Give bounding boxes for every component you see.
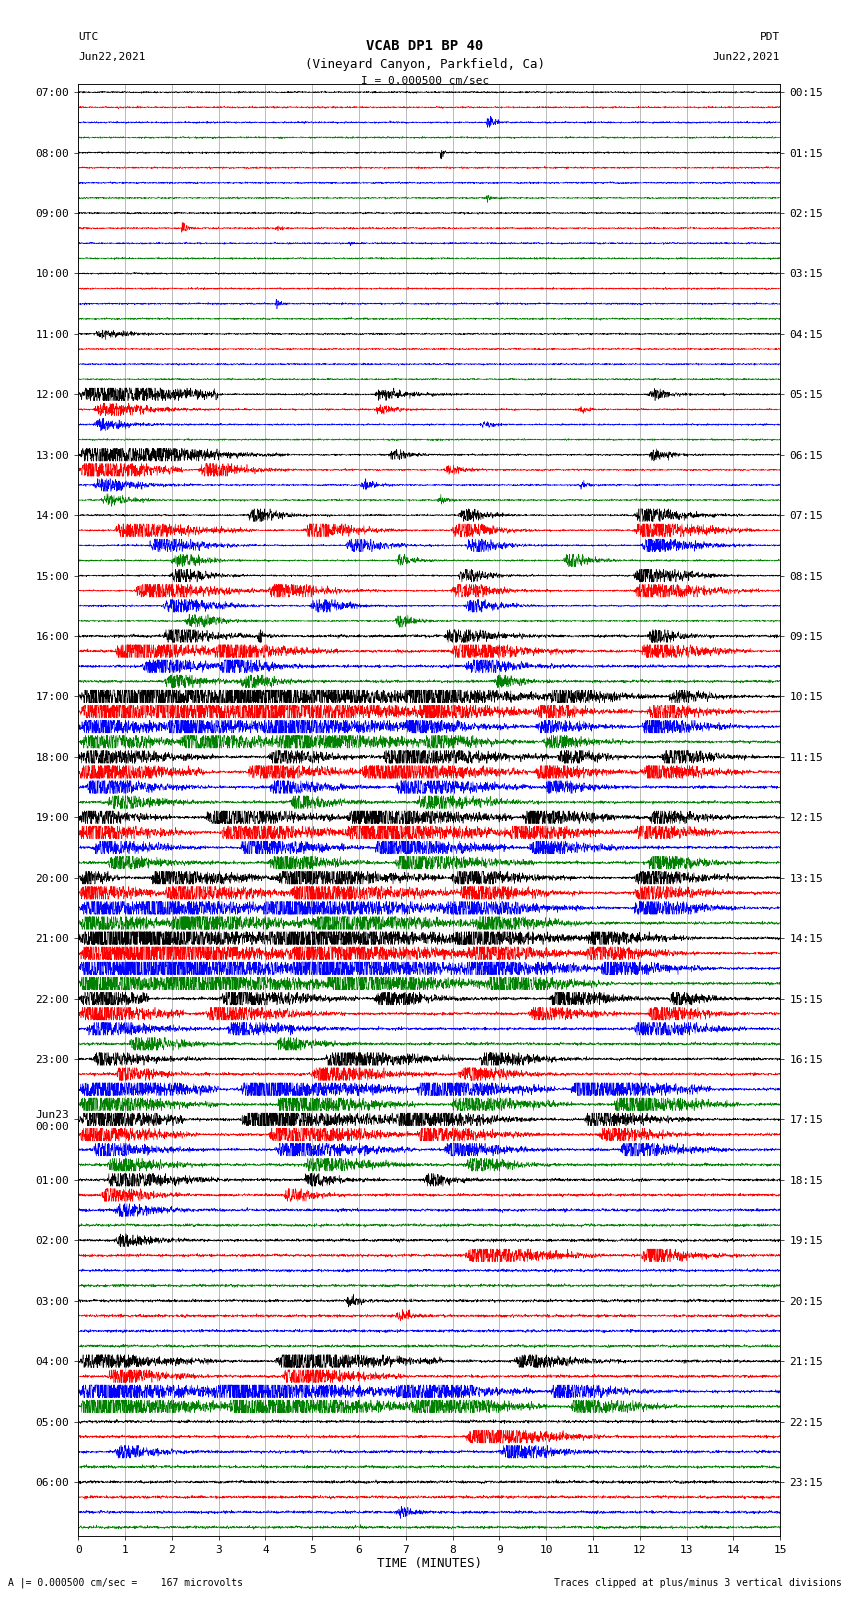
- Text: Traces clipped at plus/minus 3 vertical divisions: Traces clipped at plus/minus 3 vertical …: [553, 1578, 842, 1587]
- Text: PDT: PDT: [760, 32, 780, 42]
- Text: Jun22,2021: Jun22,2021: [713, 52, 780, 61]
- X-axis label: TIME (MINUTES): TIME (MINUTES): [377, 1558, 482, 1571]
- Text: Jun22,2021: Jun22,2021: [78, 52, 145, 61]
- Text: UTC: UTC: [78, 32, 99, 42]
- Text: (Vineyard Canyon, Parkfield, Ca): (Vineyard Canyon, Parkfield, Ca): [305, 58, 545, 71]
- Text: A |= 0.000500 cm/sec =    167 microvolts: A |= 0.000500 cm/sec = 167 microvolts: [8, 1578, 243, 1589]
- Text: VCAB DP1 BP 40: VCAB DP1 BP 40: [366, 39, 484, 53]
- Text: I = 0.000500 cm/sec: I = 0.000500 cm/sec: [361, 76, 489, 85]
